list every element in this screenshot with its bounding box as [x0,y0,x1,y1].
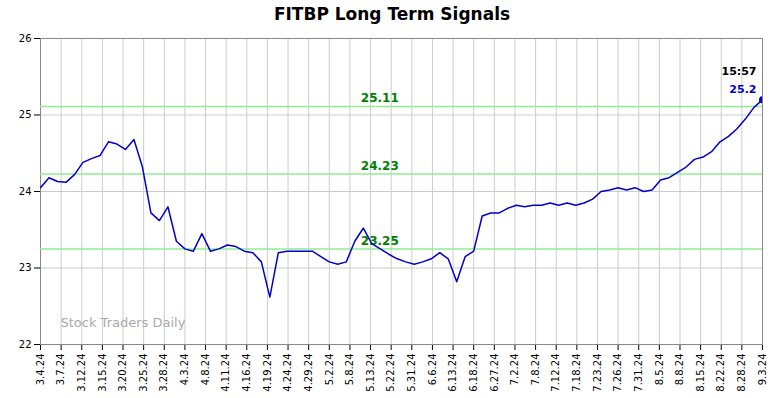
svg-text:8.8.24: 8.8.24 [674,354,685,386]
svg-text:7.2.24: 7.2.24 [509,354,520,386]
svg-text:4.24.24: 4.24.24 [282,354,293,392]
svg-text:4.19.24: 4.19.24 [262,354,273,392]
svg-text:3.4.24: 3.4.24 [35,354,46,386]
svg-text:15:57: 15:57 [721,65,756,78]
svg-text:8.15.24: 8.15.24 [695,354,706,392]
svg-text:7.18.24: 7.18.24 [571,354,582,392]
svg-text:6.27.24: 6.27.24 [489,354,500,392]
svg-text:3.28.24: 3.28.24 [158,354,169,392]
svg-text:7.12.24: 7.12.24 [550,354,561,392]
svg-text:5.8.24: 5.8.24 [344,354,355,386]
svg-text:6.13.24: 6.13.24 [447,354,458,392]
svg-text:4.29.24: 4.29.24 [303,354,314,392]
svg-text:8.22.24: 8.22.24 [715,354,726,392]
svg-text:5.2.24: 5.2.24 [324,354,335,386]
svg-text:3.25.24: 3.25.24 [138,354,149,392]
svg-text:25: 25 [19,109,32,120]
svg-text:25.11: 25.11 [361,91,399,105]
svg-text:7.23.24: 7.23.24 [592,354,603,392]
svg-text:4.8.24: 4.8.24 [200,354,211,386]
svg-text:24: 24 [19,186,32,197]
html-text:FITBP Long Term Signals: FITBP Long Term Signals [273,4,511,24]
svg-text:9.3.24: 9.3.24 [757,354,768,386]
svg-text:5.31.24: 5.31.24 [406,354,417,392]
svg-text:25.2: 25.2 [729,83,756,96]
svg-text:5.13.24: 5.13.24 [365,354,376,392]
svg-text:4.3.24: 4.3.24 [179,354,190,386]
svg-text:8.28.24: 8.28.24 [736,354,747,392]
svg-text:3.15.24: 3.15.24 [97,354,108,392]
svg-text:4.11.24: 4.11.24 [220,354,231,392]
svg-text:7.26.24: 7.26.24 [612,354,623,392]
svg-text:24.23: 24.23 [361,159,399,173]
svg-text:3.12.24: 3.12.24 [76,354,87,392]
svg-text:5.22.24: 5.22.24 [385,354,396,392]
svg-text:23: 23 [19,262,32,273]
svg-text:7.31.24: 7.31.24 [633,354,644,392]
svg-text:6.6.24: 6.6.24 [427,354,438,386]
svg-text:4.16.24: 4.16.24 [241,354,252,392]
svg-text:26: 26 [19,33,32,44]
svg-text:3.20.24: 3.20.24 [117,354,128,392]
svg-text:23.25: 23.25 [361,234,399,248]
svg-text:3.7.24: 3.7.24 [55,354,66,386]
svg-text:6.18.24: 6.18.24 [468,354,479,392]
svg-text:Stock Traders Daily: Stock Traders Daily [61,315,186,330]
svg-text:7.8.24: 7.8.24 [530,354,541,386]
svg-text:22: 22 [19,339,32,350]
svg-text:8.5.24: 8.5.24 [654,354,665,386]
